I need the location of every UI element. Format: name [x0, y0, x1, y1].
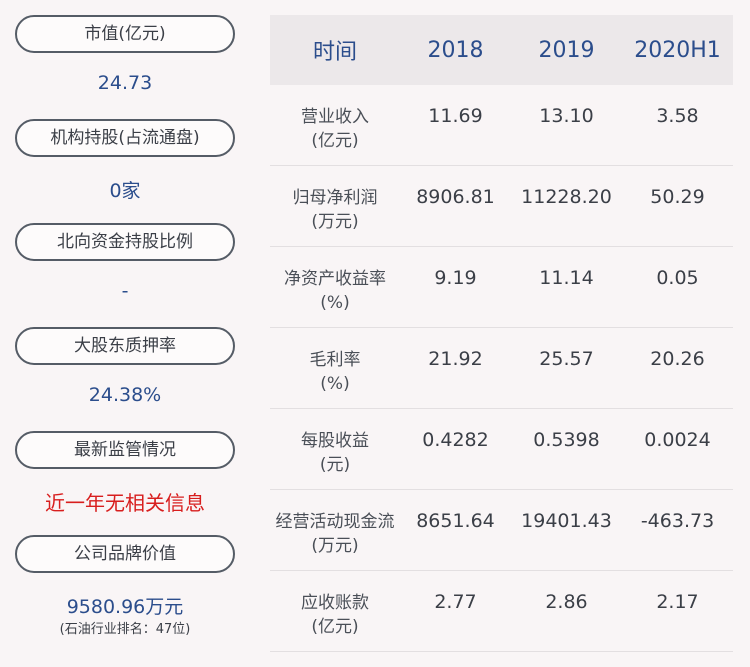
table-row: 归母净利润 (万元) 8906.81 11228.20 50.29	[270, 166, 733, 247]
table-cell: 3.58	[656, 105, 699, 127]
header-2019: 2019	[538, 37, 595, 63]
table-cell: 19401.43	[521, 510, 612, 532]
table-cell: -463.73	[640, 510, 715, 532]
table-cell: 0.5398	[533, 429, 600, 451]
table-cell: 8651.64	[416, 510, 495, 532]
table-cell: 2.17	[656, 591, 699, 613]
table-cell: 20.26	[650, 348, 705, 370]
header-2020h1: 2020H1	[634, 37, 721, 63]
summary-panel: 市值(亿元) 24.73 机构持股(占流通盘) 0家 北向资金持股比例 - 大股…	[0, 0, 250, 667]
table-cell: 25.57	[539, 348, 594, 370]
table-cell: 11.14	[539, 267, 594, 289]
table-row: 净资产收益率 (%) 9.19 11.14 0.05	[270, 247, 733, 328]
header-2018: 2018	[427, 37, 484, 63]
table-cell: 2.86	[545, 591, 588, 613]
table-cell: 0.05	[656, 267, 699, 289]
table-cell: 11228.20	[521, 186, 612, 208]
table-row: 毛利率 (%) 21.92 25.57 20.26	[270, 328, 733, 409]
table-cell: 11.69	[428, 105, 483, 127]
row-label: 每股收益 (元)	[301, 431, 369, 475]
northbound-ratio-value: -	[121, 280, 129, 302]
table-cell: 13.10	[539, 105, 594, 127]
table-cell: 0.4282	[422, 429, 489, 451]
institutional-holding-label: 机构持股(占流通盘)	[15, 119, 235, 157]
table-cell: 0.0024	[644, 429, 711, 451]
table-row: 经营活动现金流 (万元) 8651.64 19401.43 -463.73	[270, 490, 733, 571]
pledge-rate-label: 大股东质押率	[15, 327, 235, 365]
financial-table: 时间 2018 2019 2020H1 营业收入 (亿元) 11.69 13.10…	[270, 15, 733, 652]
market-cap-value: 24.73	[97, 72, 153, 94]
table-header: 时间 2018 2019 2020H1	[270, 15, 733, 85]
table-cell: 9.19	[434, 267, 477, 289]
row-label: 归母净利润 (万元)	[292, 188, 378, 232]
table-cell: 21.92	[428, 348, 483, 370]
table-row: 每股收益 (元) 0.4282 0.5398 0.0024	[270, 409, 733, 490]
market-cap-label: 市值(亿元)	[15, 15, 235, 53]
regulatory-status-label: 最新监管情况	[15, 431, 235, 469]
brand-value-label: 公司品牌价值	[15, 535, 235, 573]
brand-rank-note: (石油行业排名：47位)	[59, 622, 191, 637]
brand-value-value: 9580.96万元	[66, 596, 184, 618]
header-time: 时间	[312, 40, 357, 65]
row-label: 应收账款 (亿元)	[301, 593, 369, 637]
pledge-rate-value: 24.38%	[88, 384, 162, 406]
northbound-ratio-label: 北向资金持股比例	[15, 223, 235, 261]
row-label: 毛利率 (%)	[309, 350, 361, 394]
institutional-holding-value: 0家	[109, 180, 141, 202]
row-label: 经营活动现金流 (万元)	[275, 512, 395, 556]
row-label: 营业收入 (亿元)	[301, 107, 369, 151]
regulatory-status-value: 近一年无相关信息	[45, 491, 205, 515]
row-label: 净资产收益率 (%)	[284, 269, 386, 313]
table-cell: 50.29	[650, 186, 705, 208]
table-row: 应收账款 (亿元) 2.77 2.86 2.17	[270, 571, 733, 652]
table-row: 营业收入 (亿元) 11.69 13.10 3.58	[270, 85, 733, 166]
table-cell: 2.77	[434, 591, 477, 613]
table-cell: 8906.81	[416, 186, 495, 208]
